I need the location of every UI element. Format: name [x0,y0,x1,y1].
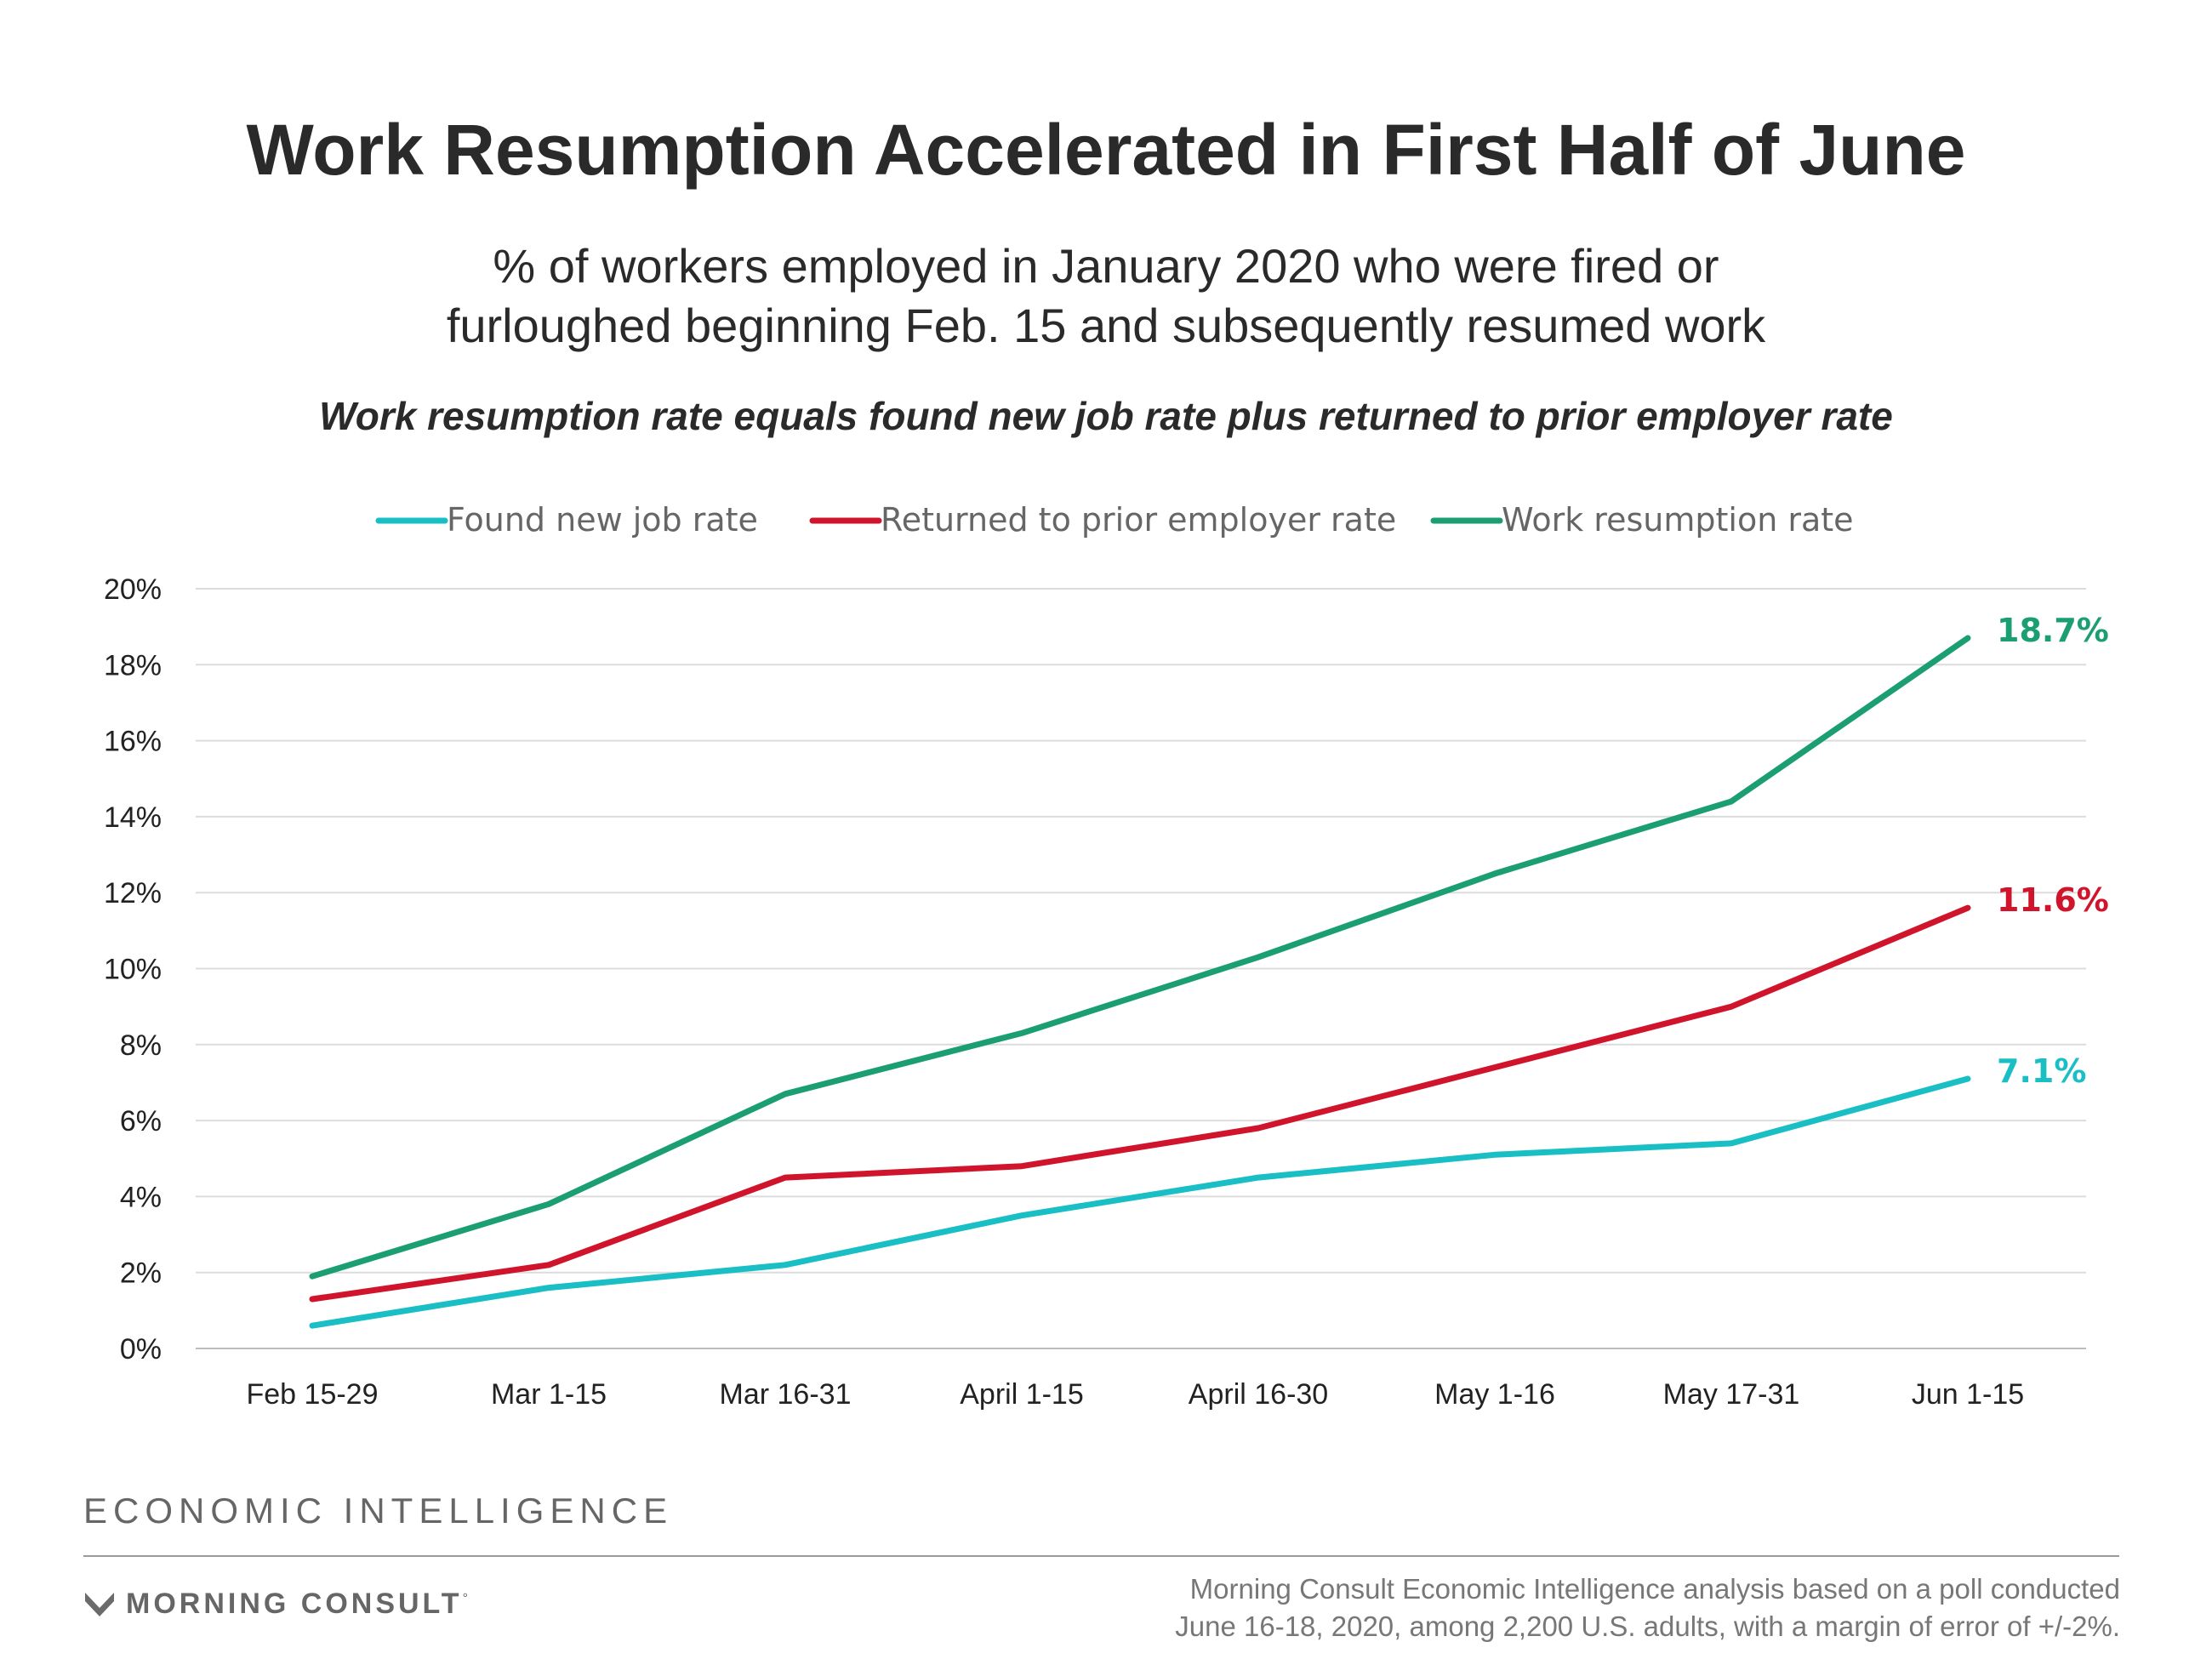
legend: Found new job rate Returned to prior empl… [375,501,1854,539]
end-value-label: 18.7% [1997,612,2109,649]
end-value-label: 7.1% [1997,1052,2086,1090]
company-mark: ° [462,1591,471,1606]
y-tick-label: 20% [104,573,162,606]
source-line: June 16-18, 2020, among 2,200 U.S. adult… [1175,1611,2120,1642]
chart-subtitle: % of workers employed in January 2020 wh… [255,237,1957,356]
legend-label: Returned to prior employer rate [881,501,1396,539]
company-name: MORNING CONSULT° [126,1588,471,1621]
legend-label: Work resumption rate [1502,501,1854,539]
gridlines [196,588,2086,1349]
x-tick-label: April 16-30 [1189,1378,1328,1411]
footer-divider [83,1555,2119,1557]
series-line [309,635,1971,1280]
subtitle-line: % of workers employed in January 2020 wh… [493,239,1719,293]
y-tick-label: 8% [120,1029,162,1062]
x-tick-label: Feb 15-29 [247,1378,379,1411]
chart-note: Work resumption rate equals found new jo… [319,394,1893,438]
y-tick-label: 12% [104,877,162,909]
x-tick-label: May 1-16 [1434,1378,1555,1411]
legend-label: Found new job rate [447,501,758,539]
series-line [309,1075,1971,1329]
y-tick-label: 16% [104,726,162,758]
source-note: Morning Consult Economic Intelligence an… [1175,1571,2120,1645]
y-tick-label: 2% [120,1257,162,1290]
series-lines [309,635,1971,1329]
y-tick-label: 18% [104,649,162,681]
x-tick-label: Mar 16-31 [720,1378,852,1411]
section-label: ECONOMIC INTELLIGENCE [83,1491,674,1531]
x-tick-label: April 1-15 [960,1378,1084,1411]
source-line: Morning Consult Economic Intelligence an… [1189,1573,2120,1605]
x-tick-label: May 17-31 [1663,1378,1800,1411]
x-tick-label: Jun 1-15 [1912,1378,2024,1411]
x-tick-label: Mar 1-15 [491,1378,607,1411]
axes: 0% 2% 4% 6% 8% 10% 12% 14% 16% 18% 20% Feb 15-29 Mar… [104,573,2024,1411]
line-chart: 0% 2% 4% 6% 8% 10% 12% 14% 16% 18% 20% Feb 15-29 Mar… [104,501,2109,1411]
y-tick-label: 10% [104,954,162,986]
chart-title: Work Resumption Accelerated in First Hal… [246,110,1966,190]
morning-consult-logo-icon [85,1593,114,1616]
y-tick-label: 4% [120,1181,162,1213]
y-tick-label: 0% [120,1333,162,1365]
series-line [309,904,1971,1303]
end-labels: 7.1% 11.6% 18.7% [1997,612,2109,1090]
y-tick-label: 14% [104,801,162,834]
company-name-text: MORNING CONSULT [126,1588,463,1620]
y-tick-label: 6% [120,1105,162,1137]
end-value-label: 11.6% [1997,881,2109,919]
subtitle-line: furloughed beginning Feb. 15 and subsequ… [446,299,1766,352]
